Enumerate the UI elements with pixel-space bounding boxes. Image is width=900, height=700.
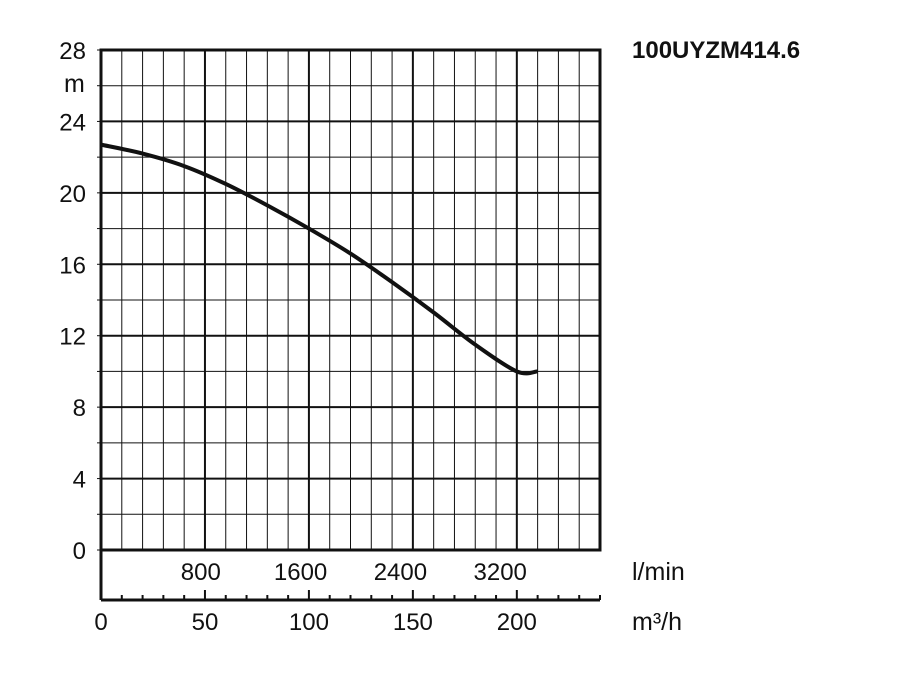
y-tick-label: 28 (59, 38, 86, 65)
m3h-tick-labels: 0 50 100 150 200 (94, 609, 537, 636)
m3h-tick-label: 200 (497, 609, 537, 636)
lmin-unit-label: l/min (632, 558, 685, 586)
y-tick-label: 0 (73, 538, 86, 565)
chart-title: 100UYZM414.6 (632, 37, 800, 64)
y-tick-label: 8 (73, 395, 86, 422)
lmin-tick-labels: 800 1600 2400 3200 (181, 559, 527, 586)
y-tick-labels: 0 4 8 12 16 20 24 28 (59, 38, 86, 565)
grid (100, 49, 601, 551)
y-unit-label: m (64, 70, 85, 98)
y-tick-label: 24 (59, 109, 86, 136)
m3h-tick-label: 100 (289, 609, 329, 636)
y-tick-label: 12 (59, 324, 86, 351)
m3h-unit-label: m³/h (632, 608, 682, 636)
m3h-tick-label: 150 (393, 609, 433, 636)
y-tick-label: 20 (59, 181, 86, 208)
lmin-tick-label: 3200 (474, 559, 527, 586)
m3h-tick-label: 0 (94, 609, 107, 636)
lmin-tick-label: 800 (181, 559, 221, 586)
lmin-tick-label: 2400 (374, 559, 427, 586)
lmin-tick-label: 1600 (274, 559, 327, 586)
y-tick-label: 4 (73, 467, 86, 494)
m3h-tick-label: 50 (192, 609, 219, 636)
chart-frame (97, 48, 602, 602)
head-flow-curve (100, 142, 538, 376)
y-tick-label: 16 (59, 252, 86, 279)
